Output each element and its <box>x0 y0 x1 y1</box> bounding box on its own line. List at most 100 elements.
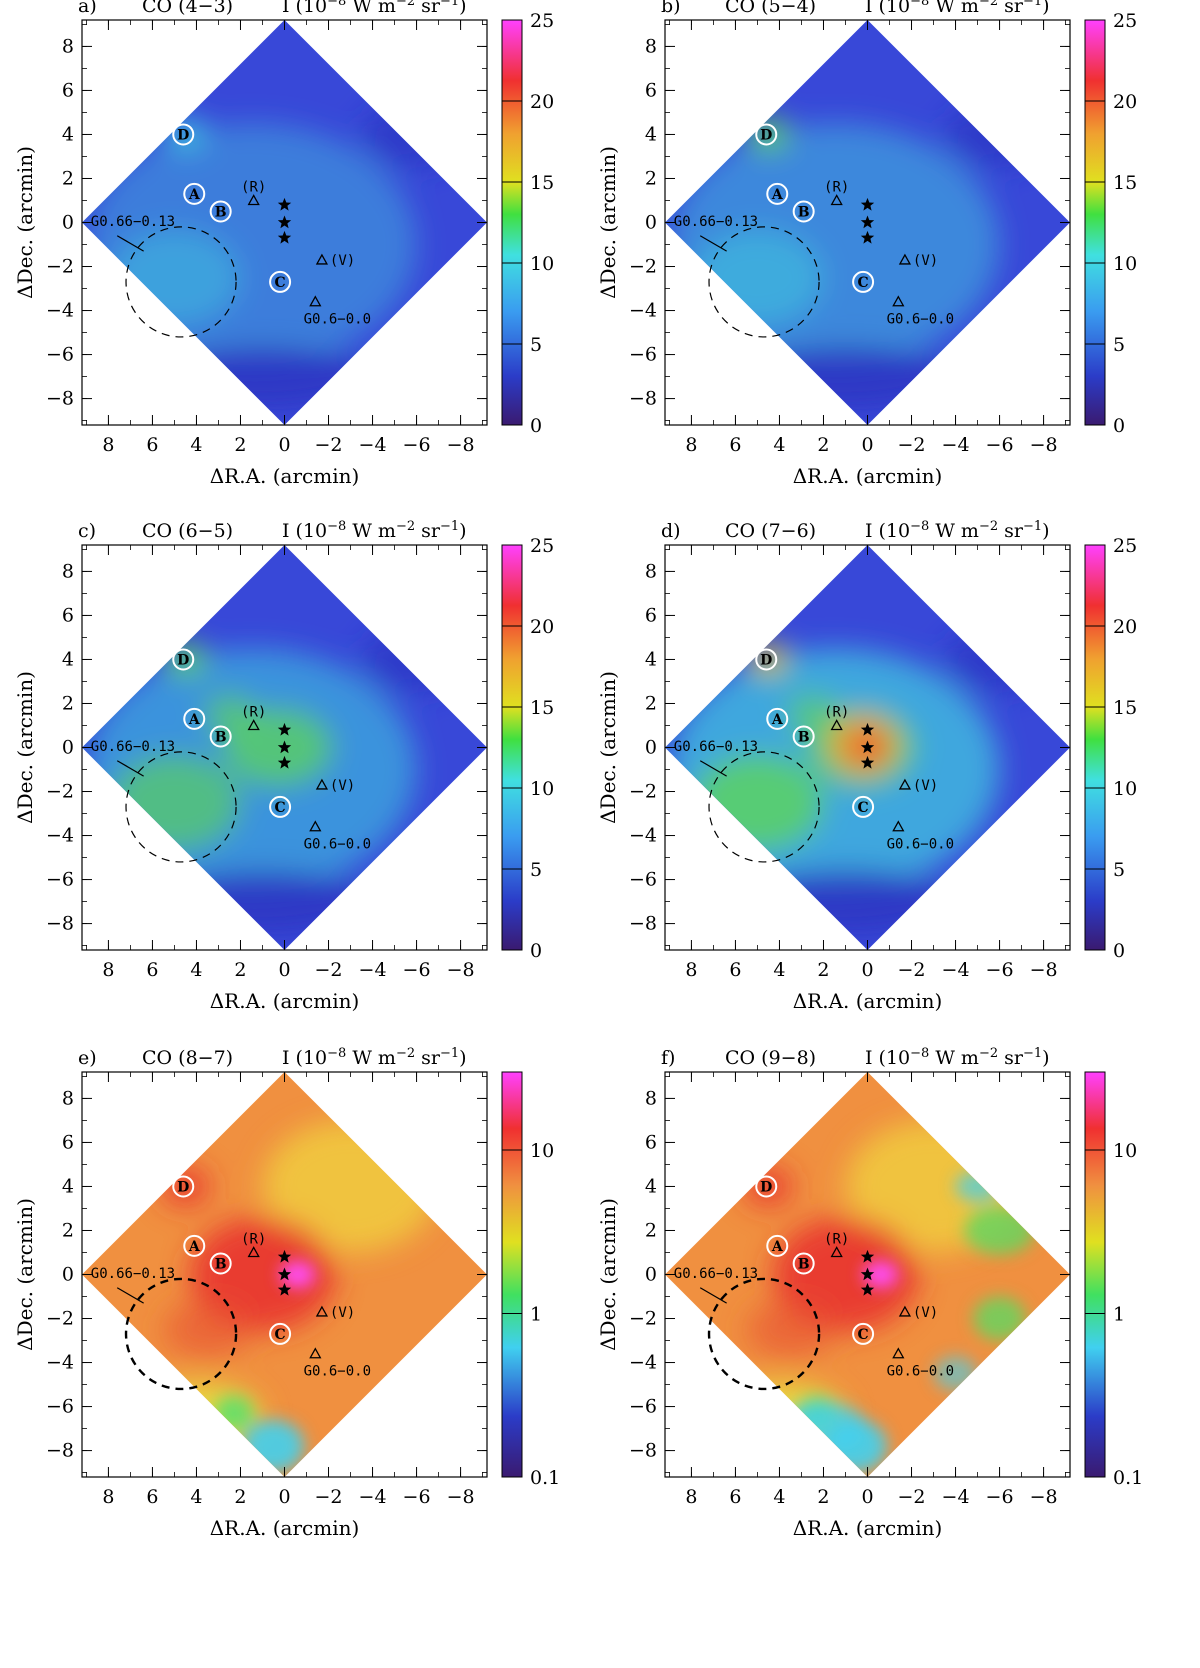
region-label: G0.66−0.13 <box>91 739 175 755</box>
y-tick-label: 2 <box>645 1219 657 1241</box>
triangle-marker <box>247 1246 260 1258</box>
x-tick-label: −8 <box>1030 1486 1058 1508</box>
unit-exponent: −1 <box>1023 519 1042 534</box>
y-tick-label: −8 <box>46 1440 74 1462</box>
unit-part: W m <box>929 0 979 17</box>
y-tick-label: 4 <box>645 123 657 145</box>
y-tick-label: 2 <box>645 167 657 189</box>
star-marker <box>860 215 875 229</box>
colorbar-tick-label: 10 <box>530 778 554 800</box>
unit-exponent: −2 <box>979 0 998 9</box>
x-tick-label: 0 <box>861 959 873 981</box>
unit-exponent: −2 <box>979 1046 998 1061</box>
triangle-marker <box>892 1347 905 1359</box>
region-pointer <box>116 760 144 777</box>
y-tick-label: 0 <box>645 212 657 234</box>
unit-label: I (10−8 W m−2 sr−1) <box>865 519 1050 543</box>
star-marker <box>860 1282 875 1296</box>
unit-exponent: −8 <box>910 519 929 534</box>
source-circle <box>852 795 875 818</box>
source-circle <box>766 707 789 730</box>
x-tick-label: 8 <box>102 959 114 981</box>
y-tick-label: −4 <box>629 300 657 322</box>
unit-exponent: −8 <box>327 0 346 9</box>
source-label: B <box>215 729 227 745</box>
x-tick-label: 8 <box>685 1486 697 1508</box>
source-circle <box>209 200 232 223</box>
y-tick-label: 4 <box>645 1175 657 1197</box>
region-circle <box>707 1277 821 1391</box>
x-tick-label: 6 <box>729 1486 741 1508</box>
colorbar-tick-label: 0.1 <box>1113 1467 1143 1489</box>
star-marker <box>860 197 875 211</box>
y-tick-label: −2 <box>46 256 74 278</box>
triangle-label: (R) <box>824 179 849 195</box>
source-label: C <box>858 275 869 291</box>
y-tick-label: −2 <box>629 781 657 803</box>
unit-exponent: −2 <box>396 0 415 9</box>
colorbar-tick-label: 1 <box>1113 1304 1125 1326</box>
x-tick-label: 0 <box>278 1486 290 1508</box>
star-marker <box>277 230 292 244</box>
region-pointer <box>699 760 727 777</box>
star-marker <box>277 1267 292 1281</box>
x-tick-label: −4 <box>942 1486 970 1508</box>
x-tick-label: −2 <box>315 434 343 456</box>
source-circle <box>183 707 206 730</box>
y-tick-label: −6 <box>46 344 74 366</box>
x-tick-label: −4 <box>359 434 387 456</box>
y-tick-label: 8 <box>645 35 657 57</box>
colorbar-tick-label: 20 <box>1113 91 1137 113</box>
x-tick-label: 8 <box>102 434 114 456</box>
transition-label: CO (9−8) <box>725 1047 816 1069</box>
triangle-marker <box>315 253 329 265</box>
unit-part: sr <box>998 0 1024 17</box>
unit-part: ) <box>459 1047 466 1069</box>
y-tick-label: 2 <box>62 1219 74 1241</box>
unit-part: I (10 <box>865 1047 910 1069</box>
y-tick-label: −8 <box>46 913 74 935</box>
x-axis-label: ΔR.A. (arcmin) <box>793 1516 943 1540</box>
triangle-marker <box>247 719 260 731</box>
source-label: C <box>275 800 286 816</box>
triangle-label: (V) <box>913 253 938 269</box>
colorbar-tick-label: 0 <box>530 940 542 962</box>
y-tick-label: 8 <box>62 560 74 582</box>
y-axis-label: ΔDec. (arcmin) <box>596 1198 620 1351</box>
colorbar-tick-label: 15 <box>530 172 554 194</box>
triangle-label: G0.6−0.0 <box>887 837 954 853</box>
unit-exponent: −2 <box>396 519 415 534</box>
x-tick-label: 8 <box>102 1486 114 1508</box>
x-tick-label: 4 <box>190 434 202 456</box>
source-circle <box>792 725 815 748</box>
x-tick-label: 2 <box>234 434 246 456</box>
source-label: A <box>188 187 201 203</box>
colorbar-tick-label: 5 <box>530 859 542 881</box>
star-marker <box>277 722 292 736</box>
source-label: D <box>177 652 189 668</box>
y-tick-label: 0 <box>645 737 657 759</box>
unit-part: I (10 <box>282 0 327 17</box>
region-label: G0.66−0.13 <box>674 739 758 755</box>
y-tick-label: 4 <box>62 123 74 145</box>
x-tick-label: 2 <box>817 1486 829 1508</box>
y-tick-label: 8 <box>62 1087 74 1109</box>
colorbar-tick-label: 10 <box>1113 253 1137 275</box>
y-tick-label: −6 <box>46 1396 74 1418</box>
x-tick-label: −6 <box>986 959 1014 981</box>
triangle-label: G0.6−0.0 <box>887 1364 954 1380</box>
panel-f: 8 8 6 6 4 4 2 2 0 0 −2 −2 −4 −4 −6 −6 −8 −8 ΔR.A. (arcmin)… <box>596 1046 1143 1541</box>
source-label: B <box>798 204 810 220</box>
source-circle <box>183 182 206 205</box>
transition-label: CO (6−5) <box>142 520 233 542</box>
region-label: G0.66−0.13 <box>674 214 758 230</box>
triangle-label: (V) <box>330 1305 355 1321</box>
triangle-label: (R) <box>241 179 266 195</box>
x-tick-label: −2 <box>315 959 343 981</box>
source-circle <box>766 182 789 205</box>
source-circle <box>755 648 778 671</box>
x-tick-label: −8 <box>1030 959 1058 981</box>
source-label: D <box>760 127 772 143</box>
y-axis-label: ΔDec. (arcmin) <box>13 146 37 299</box>
